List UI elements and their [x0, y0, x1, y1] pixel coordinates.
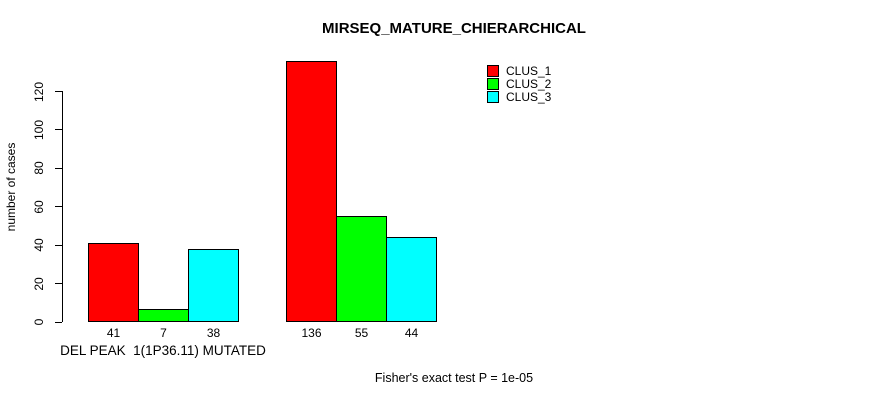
bar-value-label: 55	[354, 326, 369, 340]
y-tick-mark	[55, 129, 62, 131]
y-tick-mark	[55, 206, 62, 208]
legend-item-clus_1: CLUS_1	[487, 63, 552, 78]
y-tick-mark	[55, 167, 62, 169]
y-axis-label: number of cases	[4, 142, 18, 232]
legend-item-clus_2: CLUS_2	[487, 77, 552, 92]
bar-value-label: 38	[206, 326, 221, 340]
bar-clus_3-group1	[188, 249, 239, 322]
bar-value-label: 44	[404, 326, 419, 340]
y-axis-line	[62, 91, 63, 322]
bar-value-label: 41	[106, 326, 121, 340]
y-tick-mark	[55, 283, 62, 285]
legend-swatch-icon	[487, 78, 499, 91]
legend-swatch-icon	[487, 64, 499, 77]
legend-swatch-icon	[487, 91, 499, 104]
y-tick-label: 120	[32, 81, 46, 102]
bar-value-label: 7	[160, 326, 167, 340]
y-tick-mark	[55, 244, 62, 246]
x-axis-group-label: DEL PEAK 1(1P36.11) MUTATED	[60, 343, 266, 358]
y-tick-label: 60	[32, 200, 46, 214]
y-tick-label: 0	[32, 318, 46, 326]
bar-clus_3-group2	[386, 237, 437, 322]
bar-clus_1-group2	[286, 60, 337, 322]
y-tick-label: 40	[32, 238, 46, 252]
bar-clus_1-group1	[88, 243, 139, 322]
y-tick-mark	[55, 321, 62, 323]
legend-label: CLUS_1	[506, 63, 552, 78]
y-tick-label: 20	[32, 276, 46, 291]
bar-clus_2-group1	[138, 308, 189, 322]
y-tick-label: 80	[32, 161, 46, 176]
legend: CLUS_1 CLUS_2 CLUS_3	[487, 64, 551, 104]
legend-label: CLUS_3	[506, 90, 552, 105]
y-tick-mark	[55, 91, 62, 92]
bar-value-label: 136	[301, 326, 322, 340]
legend-item-clus_3: CLUS_3	[487, 90, 552, 105]
y-tick-label: 100	[32, 119, 46, 140]
legend-label: CLUS_2	[506, 77, 552, 92]
chart-title: MIRSEQ_MATURE_CHIERARCHICAL	[322, 20, 586, 37]
bar-clus_2-group2	[336, 216, 387, 322]
footnote-pvalue: Fisher's exact test P = 1e-05	[374, 371, 534, 385]
